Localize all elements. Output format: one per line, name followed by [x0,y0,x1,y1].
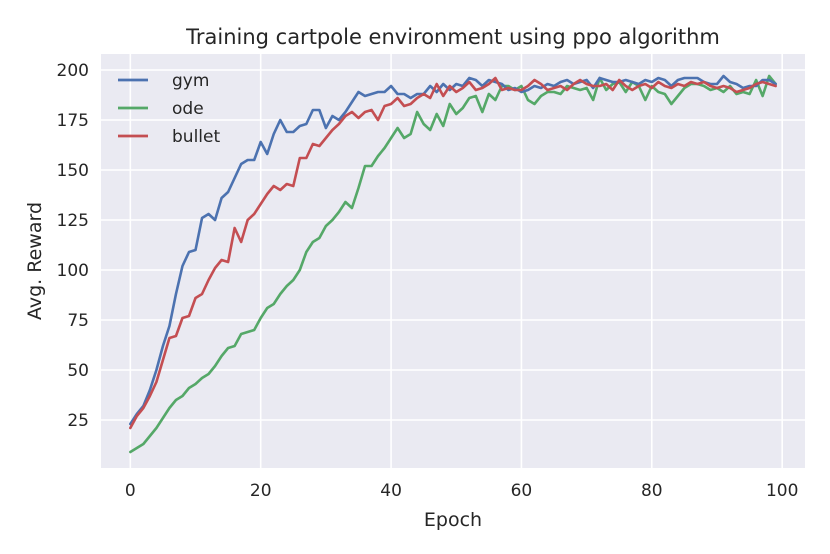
x-tick-label: 40 [380,481,402,501]
y-tick-label: 100 [57,261,89,281]
x-tick-label: 20 [250,481,272,501]
series-line-bullet [129,76,777,430]
y-tick-label: 175 [57,111,89,131]
legend-label-gym: gym [172,71,209,91]
y-tick-label: 75 [67,311,89,331]
y-axis-label: Avg. Reward [24,202,46,320]
x-tick-label: 0 [125,481,136,501]
y-tick-label: 25 [67,411,89,431]
plot-area [101,54,805,468]
series-lines [129,74,777,454]
legend: gym ode bullet [118,71,220,147]
y-tick-label: 50 [67,361,89,381]
tick-labels: 0 20 40 60 80 100 25 50 75 100 125 150 175 200 [57,61,799,501]
y-tick-label: 125 [57,211,89,231]
legend-label-ode: ode [172,99,204,119]
y-tick-label: 150 [57,161,89,181]
series-line-gym [129,74,777,426]
grid [101,54,805,468]
x-axis-label: Epoch [424,509,482,531]
legend-label-bullet: bullet [172,127,220,147]
y-tick-label: 200 [57,61,89,81]
series-line-ode [129,74,777,454]
x-tick-label: 60 [511,481,533,501]
x-tick-label: 80 [641,481,663,501]
x-tick-label: 100 [766,481,798,501]
chart-title: Training cartpole environment using ppo … [185,25,720,49]
